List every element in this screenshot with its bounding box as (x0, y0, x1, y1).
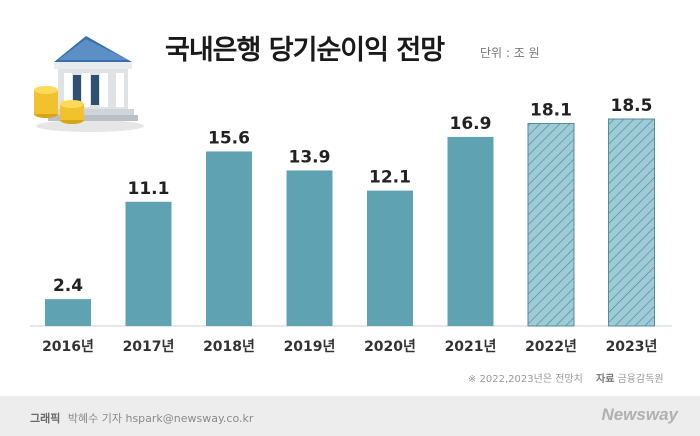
value-label: 2.4 (53, 276, 83, 296)
bank-with-coins-illustration (34, 36, 144, 132)
bar-2019년 (286, 170, 333, 326)
bar-2022년 (527, 122, 575, 327)
category-label: 2022년 (525, 339, 577, 355)
bar-2020년 (367, 190, 413, 326)
projection-note: ※ 2022,2023년은 전망치 (468, 374, 583, 385)
unit-label: 단위 : 조 원 (480, 46, 540, 60)
value-label: 12.1 (369, 168, 411, 188)
value-label: 16.9 (450, 114, 492, 134)
credit-line: 그래픽 박혜수 기자 hspark@newsway.co.kr (30, 410, 253, 426)
category-label: 2019년 (284, 339, 336, 355)
bar-2017년 (125, 201, 172, 326)
value-label: 11.1 (128, 179, 170, 199)
footer-bar: 그래픽 박혜수 기자 hspark@newsway.co.kr Newsway (0, 396, 700, 436)
source-text: 금융감독원 (617, 374, 664, 385)
value-label: 13.9 (289, 147, 331, 167)
category-label: 2016년 (42, 339, 94, 355)
category-label: 2017년 (123, 339, 175, 355)
source-label: 자료 (596, 374, 615, 385)
category-label: 2020년 (364, 339, 416, 355)
bar-2018년 (206, 151, 252, 326)
graphic-label: 그래픽 (30, 412, 61, 425)
brand-logo: Newsway (601, 405, 678, 424)
footnote: ※ 2022,2023년은 전망치 자료 금융감독원 (468, 370, 664, 385)
category-label: 2021년 (445, 339, 497, 355)
reporter-credit: 박혜수 기자 hspark@newsway.co.kr (67, 412, 254, 425)
category-label: 2018년 (203, 339, 255, 355)
bar-2016년 (45, 299, 91, 326)
value-label: 18.1 (530, 100, 572, 120)
chart-title: 국내은행 당기순이익 전망 (165, 35, 445, 66)
bar-2023년 (608, 118, 655, 327)
value-label: 15.6 (208, 128, 250, 148)
category-label: 2023년 (606, 339, 658, 355)
value-label: 18.5 (611, 96, 653, 116)
bar-2021년 (447, 136, 494, 326)
